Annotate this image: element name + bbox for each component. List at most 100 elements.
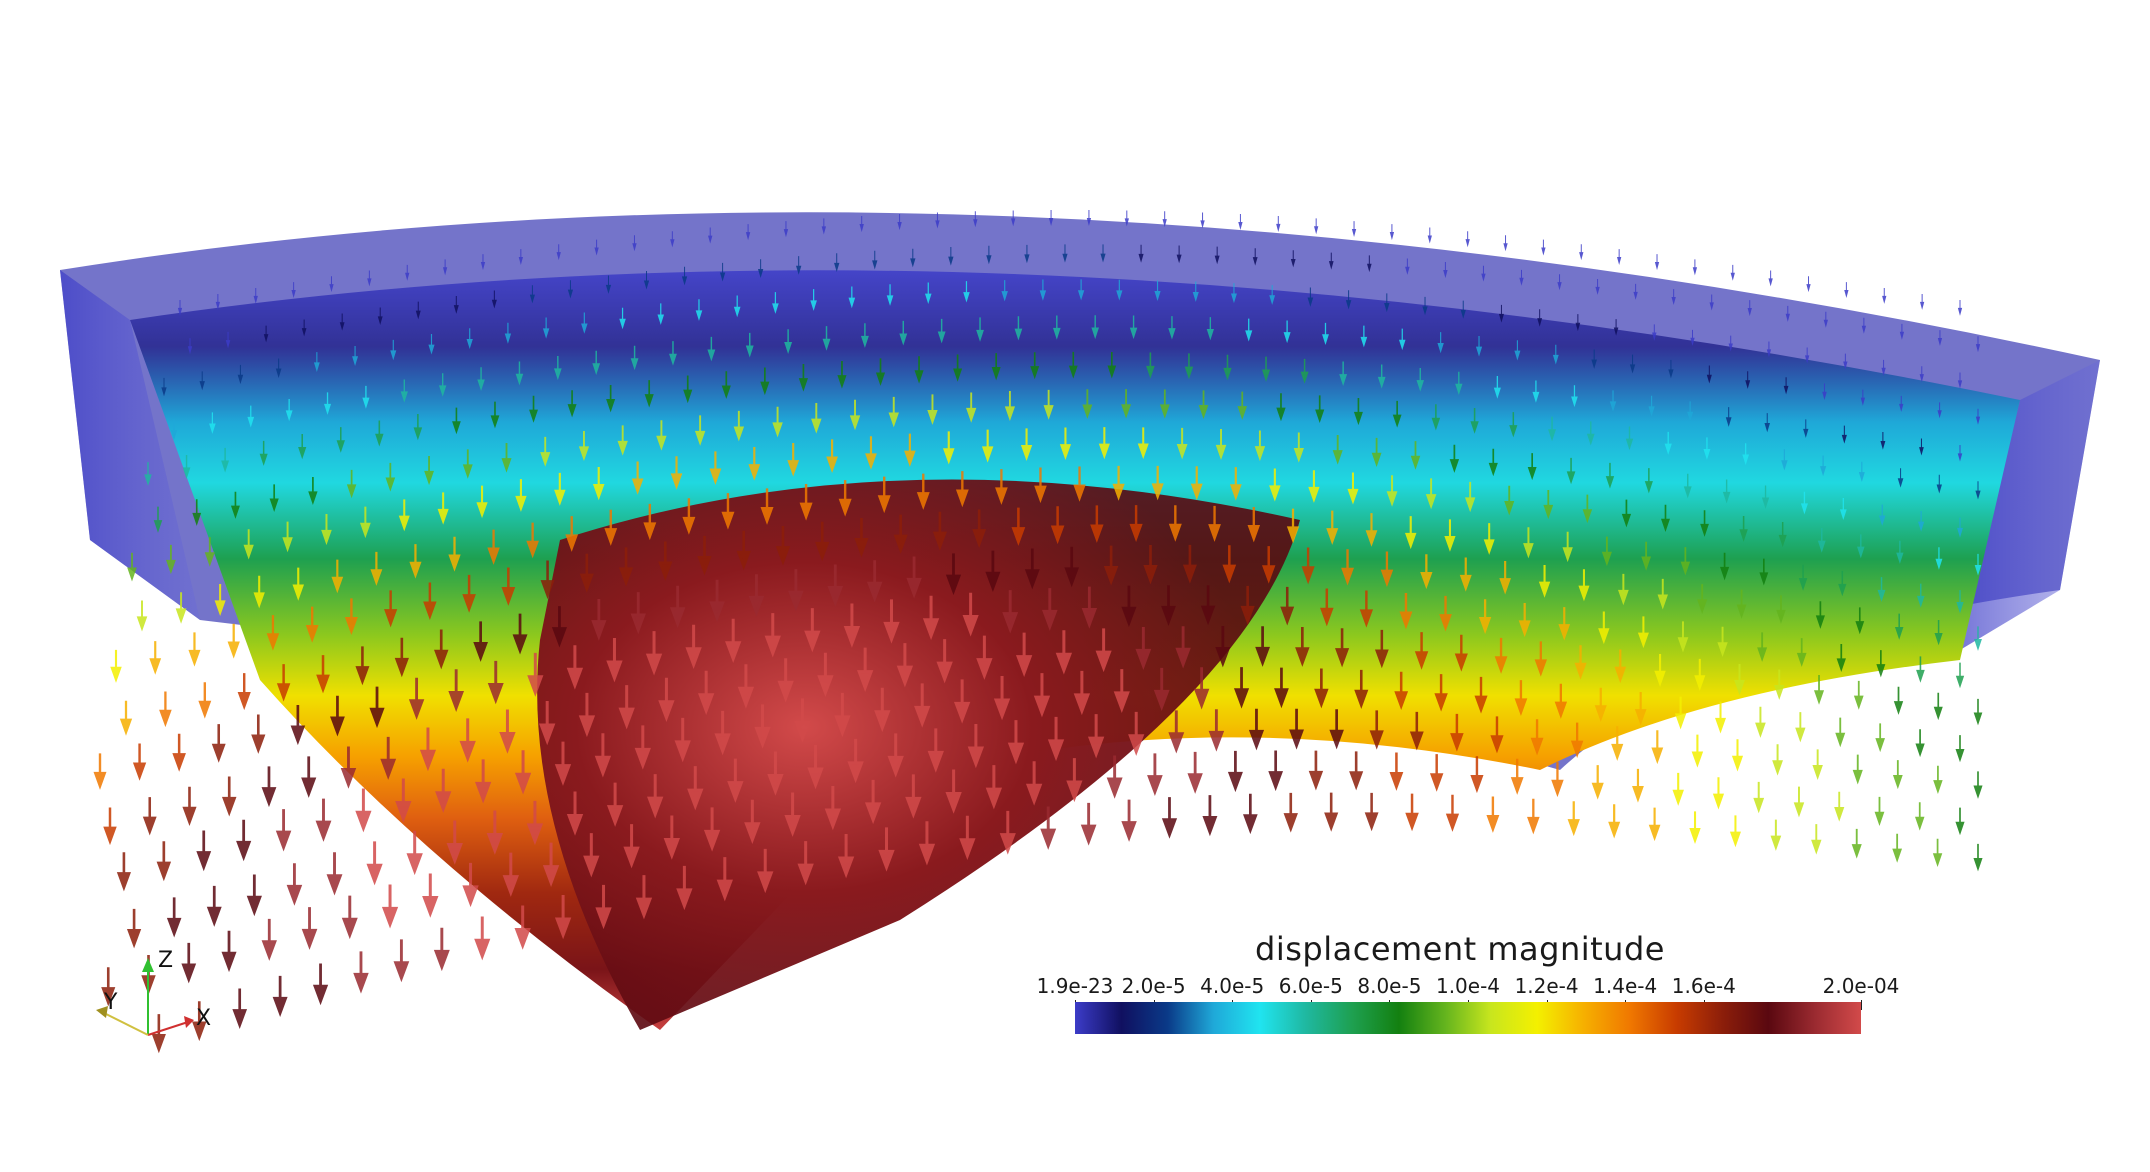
vector-glyph [1030, 352, 1040, 380]
vector-glyph [1634, 692, 1647, 726]
vector-glyph [1347, 472, 1359, 505]
vector-glyph [1753, 781, 1765, 814]
vector-glyph [991, 353, 1001, 381]
vector-glyph [1918, 510, 1925, 532]
vector-glyph [670, 456, 683, 490]
vector-glyph [716, 857, 733, 902]
vector-glyph [175, 592, 187, 624]
vector-glyph [1268, 750, 1284, 792]
vector-glyph [1135, 627, 1152, 671]
colorbar-tick-label: 1.9e-23 [1036, 974, 1114, 998]
vector-glyph [199, 371, 205, 391]
vector-glyph [1806, 276, 1811, 293]
vector-glyph [1128, 711, 1145, 756]
vector-glyph [446, 820, 463, 865]
vector-glyph [480, 254, 486, 271]
vector-glyph [1243, 793, 1258, 835]
vector-glyph [834, 253, 840, 272]
vector-glyph [1410, 441, 1421, 470]
vector-glyph [798, 364, 808, 392]
vector-glyph [1240, 585, 1255, 626]
vector-glyph [566, 791, 584, 836]
vector-glyph [1811, 824, 1822, 855]
vector-glyph [657, 303, 665, 325]
vector-glyph [448, 669, 465, 712]
vector-glyph [1280, 586, 1295, 626]
vector-glyph [1937, 402, 1942, 419]
vector-glyph [1193, 667, 1210, 710]
vector-glyph [1339, 361, 1348, 387]
vector-glyph [290, 705, 306, 746]
vector-glyph [1404, 516, 1417, 550]
vector-glyph [1664, 431, 1672, 455]
vector-glyph [1689, 811, 1701, 845]
vector-glyph [1803, 419, 1809, 438]
vector-glyph [166, 897, 182, 938]
vector-glyph [797, 841, 814, 886]
vector-glyph [1768, 270, 1773, 287]
vector-glyph [1975, 336, 1981, 353]
vector-glyph [795, 256, 802, 275]
vector-glyph [1190, 466, 1203, 501]
vector-glyph [1570, 722, 1584, 758]
vector-glyph [1147, 753, 1163, 797]
vector-glyph [583, 833, 600, 878]
vector-glyph [1091, 315, 1099, 340]
vector-glyph [272, 975, 288, 1018]
vector-glyph [1444, 519, 1456, 552]
vector-glyph [1957, 300, 1963, 316]
vector-glyph [1434, 674, 1448, 712]
vector-glyph [1613, 319, 1619, 336]
vector-glyph [807, 744, 824, 790]
vector-glyph [1937, 330, 1943, 347]
vector-glyph [708, 227, 713, 244]
vector-glyph [1660, 504, 1670, 532]
vector-glyph [1159, 389, 1170, 419]
colorbar-tick-label: 1.6e-4 [1671, 974, 1736, 998]
vector-glyph [474, 759, 492, 804]
vector-glyph [501, 442, 512, 473]
vector-glyph [232, 988, 248, 1029]
vector-glyph [772, 406, 783, 438]
vector-glyph [1706, 365, 1712, 384]
vector-glyph [1725, 407, 1732, 427]
vector-glyph [159, 691, 172, 728]
vector-glyph [540, 436, 551, 467]
vector-glyph [1755, 706, 1766, 738]
vector-glyph [1208, 709, 1225, 752]
vector-glyph [1175, 626, 1191, 669]
z-axis-label: Z [158, 948, 174, 973]
vector-glyph [408, 677, 425, 720]
vector-glyph [422, 873, 439, 918]
vector-glyph [1399, 592, 1413, 630]
vector-glyph [918, 821, 936, 866]
vector-glyph [1919, 438, 1924, 456]
vector-glyph [110, 649, 122, 683]
vector-glyph [703, 807, 721, 852]
vector-glyph [1654, 254, 1660, 271]
vector-glyph [1957, 372, 1963, 389]
orientation-axes: Z X Y [80, 948, 220, 1050]
vector-glyph [1332, 434, 1343, 465]
vector-glyph [321, 514, 332, 546]
vector-glyph [165, 544, 176, 575]
vector-glyph [1081, 586, 1098, 629]
vector-glyph [514, 750, 532, 795]
vector-glyph [936, 639, 953, 684]
vector-glyph [1648, 395, 1655, 417]
vector-glyph [1314, 218, 1319, 235]
vector-glyph [1168, 505, 1182, 542]
vector-glyph [225, 331, 231, 349]
vector-glyph [1248, 708, 1265, 751]
vector-glyph [995, 469, 1008, 505]
colorbar-tick-label: 8.0e-5 [1357, 974, 1422, 998]
vector-glyph [336, 427, 345, 453]
vector-glyph [359, 506, 371, 539]
vector-glyph [754, 704, 771, 749]
vector-glyph [748, 447, 761, 481]
vector-glyph [1161, 585, 1176, 626]
vector-glyph [1475, 336, 1483, 357]
vector-glyph [377, 307, 383, 325]
vector-glyph [826, 439, 838, 473]
